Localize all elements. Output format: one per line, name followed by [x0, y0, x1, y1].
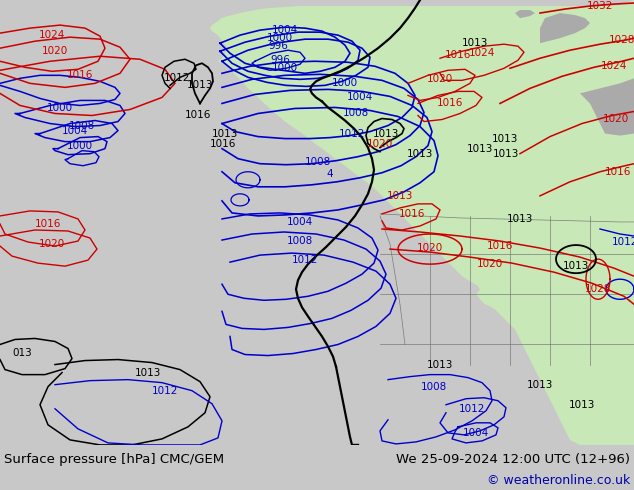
Text: 1013: 1013: [387, 191, 413, 201]
Text: 1004: 1004: [463, 428, 489, 438]
Text: 1020: 1020: [417, 243, 443, 253]
Text: 1013: 1013: [467, 144, 493, 154]
Text: 1013: 1013: [493, 148, 519, 159]
Text: 1013: 1013: [462, 38, 488, 48]
Text: 1016: 1016: [67, 71, 93, 80]
Text: 1013: 1013: [135, 368, 161, 378]
Text: 1020: 1020: [39, 239, 65, 249]
Text: 1024: 1024: [601, 61, 627, 71]
Text: © weatheronline.co.uk: © weatheronline.co.uk: [487, 474, 630, 487]
Text: 1016: 1016: [35, 219, 61, 229]
Text: 1013: 1013: [507, 214, 533, 224]
Text: 1013: 1013: [569, 400, 595, 410]
Text: 1016: 1016: [437, 98, 463, 108]
Text: 1008: 1008: [69, 121, 95, 130]
Text: 1016: 1016: [487, 241, 513, 251]
Text: 1016: 1016: [185, 111, 211, 121]
Text: 1000: 1000: [332, 78, 358, 88]
Text: 1013: 1013: [563, 261, 589, 271]
Text: 1013: 1013: [373, 128, 399, 139]
Text: 1016: 1016: [210, 139, 236, 148]
Text: 1012: 1012: [164, 74, 190, 83]
Text: 013: 013: [12, 347, 32, 358]
Text: 1012: 1012: [292, 255, 318, 265]
Text: 1012: 1012: [152, 386, 178, 396]
Text: 4: 4: [327, 169, 333, 179]
Text: 1008: 1008: [343, 108, 369, 119]
Text: 1020: 1020: [427, 74, 453, 84]
Text: 1004: 1004: [62, 125, 88, 136]
Text: 1028: 1028: [585, 284, 611, 294]
Text: 1020: 1020: [477, 259, 503, 269]
Polygon shape: [210, 0, 634, 445]
Text: 1024: 1024: [39, 30, 65, 40]
Text: 1013: 1013: [492, 134, 518, 144]
Text: 1013: 1013: [527, 380, 553, 390]
Text: 1013: 1013: [212, 128, 238, 139]
Text: Surface pressure [hPa] CMC/GEM: Surface pressure [hPa] CMC/GEM: [4, 453, 224, 466]
Text: 1000: 1000: [272, 63, 298, 74]
Text: 1024: 1024: [469, 48, 495, 58]
Text: 1013: 1013: [187, 80, 213, 90]
Text: 1020: 1020: [603, 114, 629, 123]
Text: 1008: 1008: [305, 157, 331, 167]
Text: 1012: 1012: [612, 237, 634, 247]
Text: 1032: 1032: [587, 1, 613, 11]
Text: 1008: 1008: [421, 382, 447, 392]
Text: 1016: 1016: [399, 209, 425, 219]
Text: 1013: 1013: [427, 360, 453, 369]
Text: 1008: 1008: [287, 236, 313, 246]
Text: 1004: 1004: [287, 217, 313, 227]
Text: 1000: 1000: [47, 103, 73, 114]
Text: 1016: 1016: [445, 50, 471, 60]
Text: 1020: 1020: [367, 139, 393, 148]
Text: 1012: 1012: [339, 128, 365, 139]
Polygon shape: [580, 78, 634, 136]
Text: 996: 996: [268, 41, 288, 51]
Text: 1000: 1000: [267, 33, 293, 43]
Text: 1000: 1000: [67, 141, 93, 150]
Polygon shape: [515, 10, 535, 18]
Text: 1012: 1012: [459, 404, 485, 414]
Text: 1004: 1004: [347, 93, 373, 102]
Text: 1013: 1013: [407, 148, 433, 159]
Text: 1016: 1016: [605, 167, 631, 177]
Text: 1028: 1028: [609, 35, 634, 45]
Text: We 25-09-2024 12:00 UTC (12+96): We 25-09-2024 12:00 UTC (12+96): [396, 453, 630, 466]
Polygon shape: [540, 13, 590, 43]
Text: 996: 996: [270, 55, 290, 65]
Text: 1020: 1020: [42, 46, 68, 56]
Text: 1004: 1004: [272, 25, 298, 35]
